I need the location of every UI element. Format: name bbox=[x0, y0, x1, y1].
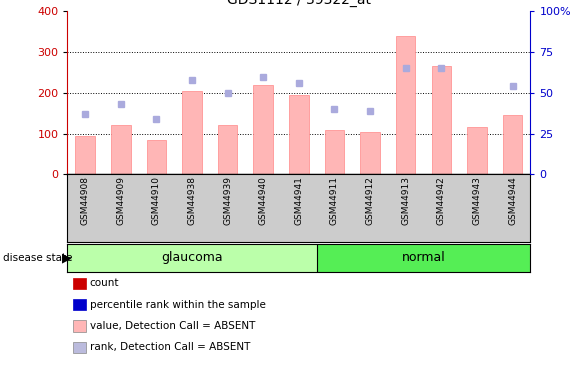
Text: rank, Detection Call = ABSENT: rank, Detection Call = ABSENT bbox=[90, 342, 250, 352]
Bar bbox=[146, 140, 166, 174]
Text: normal: normal bbox=[401, 251, 445, 264]
Title: GDS1112 / 39322_at: GDS1112 / 39322_at bbox=[227, 0, 371, 8]
Bar bbox=[316, 244, 530, 272]
Text: GSM44939: GSM44939 bbox=[223, 176, 232, 225]
Text: GSM44941: GSM44941 bbox=[294, 176, 304, 225]
Text: GSM44942: GSM44942 bbox=[437, 176, 446, 225]
Text: GSM44944: GSM44944 bbox=[508, 176, 517, 225]
Bar bbox=[218, 125, 237, 174]
Bar bbox=[503, 115, 522, 174]
Bar bbox=[467, 128, 487, 174]
Text: percentile rank within the sample: percentile rank within the sample bbox=[90, 300, 265, 309]
Bar bbox=[360, 132, 380, 174]
Text: GSM44911: GSM44911 bbox=[330, 176, 339, 225]
Bar bbox=[111, 125, 131, 174]
Text: GSM44912: GSM44912 bbox=[366, 176, 374, 225]
Bar bbox=[396, 36, 415, 174]
Text: ▶: ▶ bbox=[62, 251, 71, 264]
Text: GSM44943: GSM44943 bbox=[472, 176, 482, 225]
Bar bbox=[67, 244, 316, 272]
Bar bbox=[289, 95, 309, 174]
Text: glaucoma: glaucoma bbox=[161, 251, 223, 264]
Text: GSM44909: GSM44909 bbox=[116, 176, 125, 225]
Text: GSM44908: GSM44908 bbox=[81, 176, 90, 225]
Bar bbox=[76, 136, 95, 174]
Text: disease state: disease state bbox=[3, 253, 73, 262]
Text: GSM44940: GSM44940 bbox=[259, 176, 268, 225]
Bar bbox=[254, 85, 273, 174]
Text: GSM44913: GSM44913 bbox=[401, 176, 410, 225]
Text: GSM44910: GSM44910 bbox=[152, 176, 161, 225]
Bar bbox=[325, 129, 344, 174]
Text: GSM44938: GSM44938 bbox=[188, 176, 196, 225]
Bar bbox=[182, 91, 202, 174]
Text: value, Detection Call = ABSENT: value, Detection Call = ABSENT bbox=[90, 321, 255, 331]
Bar bbox=[431, 66, 451, 174]
Text: count: count bbox=[90, 278, 119, 288]
